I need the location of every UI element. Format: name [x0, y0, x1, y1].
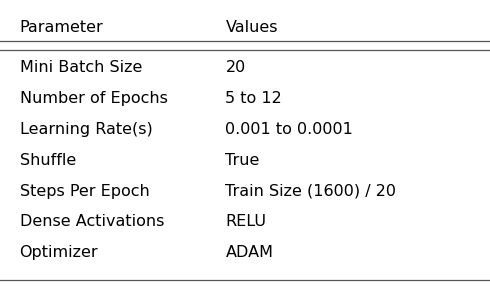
Text: 0.001 to 0.0001: 0.001 to 0.0001	[225, 122, 353, 137]
Text: RELU: RELU	[225, 214, 267, 229]
Text: Dense Activations: Dense Activations	[20, 214, 164, 229]
Text: Mini Batch Size: Mini Batch Size	[20, 60, 142, 75]
Text: Learning Rate(s): Learning Rate(s)	[20, 122, 152, 137]
Text: 20: 20	[225, 60, 245, 75]
Text: 5 to 12: 5 to 12	[225, 91, 282, 106]
Text: Train Size (1600) / 20: Train Size (1600) / 20	[225, 184, 396, 198]
Text: ADAM: ADAM	[225, 245, 273, 260]
Text: True: True	[225, 153, 260, 168]
Text: Optimizer: Optimizer	[20, 245, 98, 260]
Text: Steps Per Epoch: Steps Per Epoch	[20, 184, 149, 198]
Text: Number of Epochs: Number of Epochs	[20, 91, 168, 106]
Text: Shuffle: Shuffle	[20, 153, 76, 168]
Text: Parameter: Parameter	[20, 20, 103, 35]
Text: Values: Values	[225, 20, 278, 35]
